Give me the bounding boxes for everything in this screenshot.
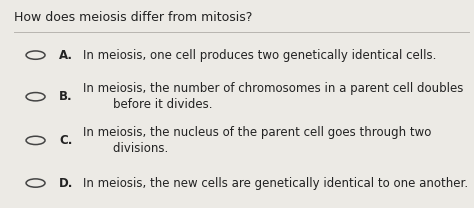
Text: In meiosis, one cell produces two genetically identical cells.: In meiosis, one cell produces two geneti… [83,49,437,62]
Text: B.: B. [59,90,73,103]
Text: In meiosis, the new cells are genetically identical to one another.: In meiosis, the new cells are geneticall… [83,177,468,189]
Text: A.: A. [59,49,73,62]
Text: How does meiosis differ from mitosis?: How does meiosis differ from mitosis? [14,11,253,24]
Text: C.: C. [59,134,73,147]
Text: In meiosis, the number of chromosomes in a parent cell doubles
        before it: In meiosis, the number of chromosomes in… [83,82,463,111]
Text: D.: D. [59,177,73,189]
Text: In meiosis, the nucleus of the parent cell goes through two
        divisions.: In meiosis, the nucleus of the parent ce… [83,126,431,155]
